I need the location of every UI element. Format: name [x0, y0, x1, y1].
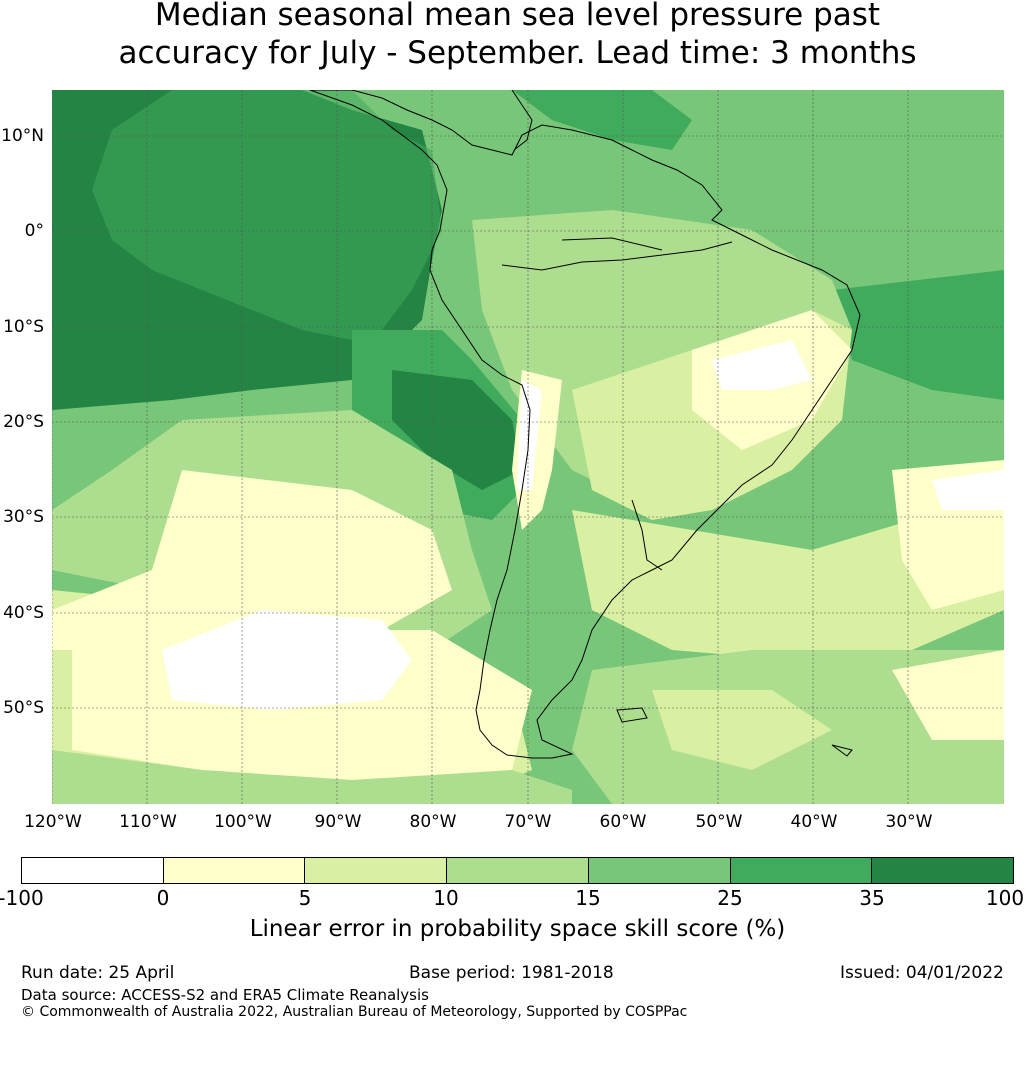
title-line-1: Median seasonal mean sea level pressure …: [154, 0, 881, 33]
lon-label-30w: 30°W: [885, 812, 933, 832]
lat-label-30s: 30°S: [3, 507, 44, 527]
colorbar-segment: [163, 858, 306, 883]
lon-label-110w: 110°W: [119, 812, 177, 832]
colorbar-segment: [22, 858, 164, 883]
colorbar-tick: 0: [156, 886, 170, 910]
data-source: Data source: ACCESS-S2 and ERA5 Climate …: [21, 986, 429, 1004]
lat-label-10s: 10°S: [3, 317, 44, 337]
lon-label-100w: 100°W: [214, 812, 272, 832]
colorbar-segment: [872, 858, 1014, 883]
region-10-15-far-south: [52, 750, 572, 804]
skill-map: [52, 90, 1004, 804]
colorbar-tick: 5: [298, 886, 312, 910]
colorbar-tick: 25: [717, 886, 743, 910]
region-5-10-falklands: [652, 690, 832, 770]
colorbar-tick: 35: [859, 886, 885, 910]
region-25-35-pacific: [92, 90, 442, 340]
lon-label-60w: 60°W: [599, 812, 647, 832]
lon-label-50w: 50°W: [695, 812, 743, 832]
region-0-5-pacific: [52, 470, 452, 650]
region-negative-brazil: [712, 340, 812, 390]
coastline: [309, 90, 861, 759]
river-north: [561, 237, 663, 251]
lat-label-20s: 20°S: [3, 412, 44, 432]
colorbar-tick: -100: [0, 886, 44, 910]
run-date: Run date: 25 April: [21, 963, 175, 983]
colorbar-tick: 10: [433, 886, 459, 910]
colorbar-label: Linear error in probability space skill …: [249, 916, 786, 942]
region-25-35-atlantic: [832, 270, 1004, 400]
chart-title: Median seasonal mean sea level pressure …: [0, 0, 1035, 72]
south-georgia: [831, 744, 853, 757]
region-negative-south-pacific: [162, 610, 412, 710]
falkland-islands: [616, 707, 648, 723]
colorbar-segment: [730, 858, 873, 883]
region-negative-atlantic: [932, 470, 1004, 510]
title-line-2: accuracy for July - September. Lead time…: [118, 35, 917, 71]
region-negative-andes: [517, 380, 542, 490]
lat-label-50s: 50°S: [3, 698, 44, 718]
central-america-coast: [511, 90, 533, 151]
region-5-10-atlantic: [572, 490, 1004, 660]
lon-label-70w: 70°W: [504, 812, 552, 832]
lat-label-0: 0°: [24, 221, 44, 241]
lat-label-40s: 40°S: [3, 603, 44, 623]
lon-label-40w: 40°W: [790, 812, 838, 832]
region-0-5-se-atlantic: [892, 650, 1004, 740]
region-35-100-peru: [392, 370, 522, 490]
colorbar-segment: [588, 858, 731, 883]
colorbar-segment: [447, 858, 589, 883]
map-canvas: [52, 90, 1004, 804]
colorbar: [21, 857, 1014, 884]
amazon-river: [501, 241, 733, 271]
colorbar-tick: 100: [985, 886, 1025, 910]
copyright: © Commonwealth of Australia 2022, Austra…: [21, 1004, 688, 1020]
colorbar-segment: [305, 858, 448, 883]
colorbar-tick: 15: [575, 886, 601, 910]
region-25-35-caribbean: [512, 90, 692, 150]
lon-label-80w: 80°W: [409, 812, 457, 832]
issued-date: Issued: 04/01/2022: [840, 963, 1004, 983]
lat-label-10n: 10°N: [1, 126, 44, 146]
lon-label-90w: 90°W: [314, 812, 362, 832]
parana-river: [631, 499, 663, 571]
lon-label-120w: 120°W: [24, 812, 82, 832]
base-period: Base period: 1981-2018: [409, 963, 614, 983]
